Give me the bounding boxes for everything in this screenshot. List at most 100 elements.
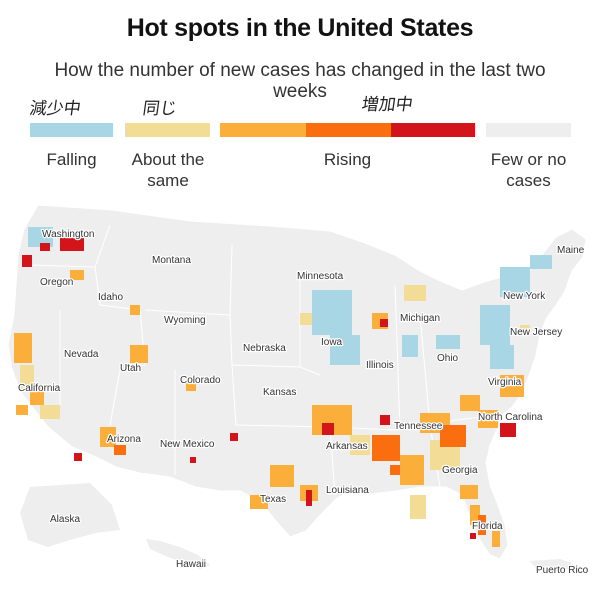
state-borders (29, 224, 496, 496)
county-patch (130, 345, 148, 363)
county-patch (300, 313, 312, 325)
legend-swatch-rising-mid (306, 123, 391, 137)
county-patch (100, 427, 116, 447)
legend-swatch-falling (30, 123, 113, 137)
state-label-arizona: Arizona (107, 434, 141, 445)
county-patch (60, 233, 84, 251)
county-patch (20, 365, 34, 389)
map-subtitle: How the number of new cases has changed … (54, 60, 546, 102)
state-label-montana: Montana (152, 255, 191, 266)
county-patch (16, 405, 28, 415)
state-label-new-mexico: New Mexico (160, 439, 215, 450)
county-patch (70, 270, 84, 280)
state-label-tennessee: Tennessee (394, 421, 443, 432)
handwritten-note-falling: 減少中 (28, 99, 83, 119)
county-patch (230, 433, 238, 441)
county-patch (410, 495, 426, 519)
county-patch (492, 531, 500, 547)
legend-swatch-rising-low (220, 123, 306, 137)
county-patch (402, 335, 418, 357)
county-patch (470, 533, 476, 539)
state-label-idaho: Idaho (98, 292, 123, 303)
county-patch (372, 435, 400, 461)
state-label-new-jersey: New Jersey (510, 327, 562, 338)
county-patch (490, 345, 514, 369)
state-label-kansas: Kansas (263, 387, 296, 398)
county-patch (40, 243, 50, 251)
county-patch (380, 415, 390, 425)
legend-swatch-about-same (125, 123, 210, 137)
puerto-rico-shape (530, 559, 572, 571)
county-patch (40, 405, 60, 419)
county-patch (74, 453, 82, 461)
us-hotspot-map: Washington Oregon Idaho Montana Wyoming Nevad… (7, 204, 590, 577)
county-patch (480, 305, 510, 345)
county-patch (520, 325, 530, 335)
state-label-ohio: Ohio (437, 353, 459, 364)
legend-label-falling: Falling (46, 150, 97, 169)
county-patch (436, 335, 460, 349)
state-label-florida: Florida (472, 521, 503, 532)
county-patch (500, 423, 516, 437)
legend-label-few: Few or no cases (490, 150, 567, 190)
county-patch (380, 319, 388, 327)
county-patch (460, 395, 480, 411)
county-patch (350, 435, 370, 455)
state-label-hawaii: Hawaii (176, 559, 206, 570)
county-patch (478, 515, 486, 535)
county-patch (400, 455, 424, 485)
state-label-illinois: Illinois (366, 360, 394, 371)
county-patch (130, 305, 140, 315)
county-patches (14, 227, 552, 547)
county-patch (306, 490, 312, 506)
county-patch (500, 267, 530, 297)
state-label-north-carolina: North Carolina (478, 412, 543, 423)
state-label-colorado: Colorado (180, 375, 221, 386)
legend-swatch-rising-high (391, 123, 475, 137)
state-label-texas: Texas (260, 494, 286, 505)
state-label-utah: Utah (120, 363, 141, 374)
county-patch (270, 465, 294, 487)
county-patch (114, 445, 126, 455)
state-label-iowa: Iowa (321, 337, 343, 348)
county-patch (500, 375, 524, 397)
state-label-new-york: New York (503, 291, 546, 302)
county-patch (404, 285, 426, 301)
county-patch (322, 423, 334, 435)
legend-swatch-few (486, 123, 571, 137)
county-patch (250, 495, 268, 509)
map-land (7, 204, 587, 571)
state-label-wyoming: Wyoming (164, 315, 206, 326)
state-label-maine: Maine (557, 245, 585, 256)
state-label-georgia: Georgia (442, 465, 478, 476)
state-label-nevada: Nevada (64, 349, 99, 360)
county-patch (28, 227, 53, 247)
handwritten-note-about-same: 同じ (141, 99, 179, 119)
state-label-virginia: Virginia (488, 377, 522, 388)
county-patch (440, 425, 466, 447)
county-patch (460, 485, 478, 499)
county-patch (30, 385, 44, 405)
state-label-arkansas: Arkansas (326, 441, 368, 452)
county-patch (14, 333, 32, 363)
state-label-louisiana: Louisiana (326, 485, 369, 496)
state-label-alaska: Alaska (50, 514, 80, 525)
state-label-minnesota: Minnesota (297, 271, 344, 282)
state-label-california: California (18, 383, 61, 394)
state-label-puerto-rico: Puerto Rico (536, 565, 589, 576)
county-patch (330, 335, 360, 365)
state-label-oregon: Oregon (40, 277, 73, 288)
county-patch (530, 255, 552, 269)
hawaii-shape (146, 539, 210, 569)
county-patch (22, 255, 32, 267)
county-patch (312, 290, 352, 335)
county-patch (390, 465, 400, 475)
county-patch (478, 410, 498, 428)
state-label-michigan: Michigan (400, 313, 440, 324)
handwritten-note-rising: 増加中 (360, 95, 415, 115)
state-label-washington: Washington (42, 229, 94, 240)
county-patch (186, 381, 196, 391)
map-title: Hot spots in the United States (126, 14, 474, 42)
county-patch (190, 457, 196, 463)
legend-label-rising: Rising (323, 150, 372, 169)
